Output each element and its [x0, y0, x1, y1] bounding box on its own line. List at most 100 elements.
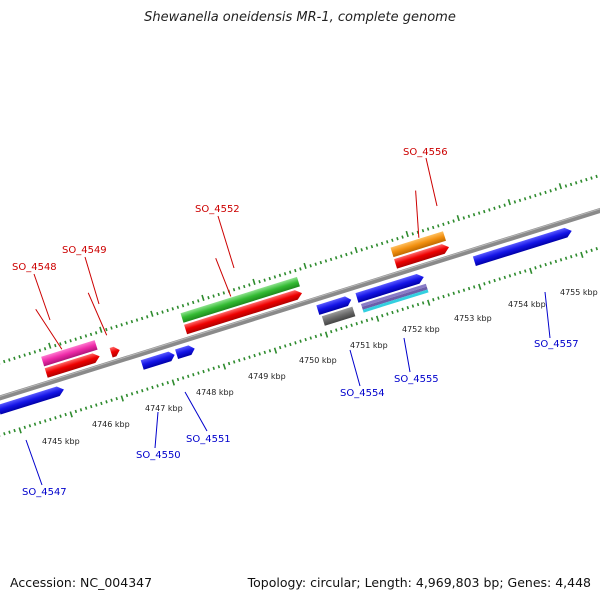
- gene-label-SO_4551[interactable]: SO_4551: [186, 434, 231, 445]
- feature-SO_4554-a[interactable]: [316, 295, 352, 315]
- minor-tick: [89, 332, 93, 337]
- minor-tick: [386, 312, 389, 316]
- minor-tick: [263, 350, 267, 355]
- feature-SO_4554-b[interactable]: [321, 306, 356, 326]
- minor-tick: [105, 327, 108, 332]
- minor-tick: [28, 424, 32, 428]
- top-strand-ruler: [0, 174, 598, 365]
- minor-tick: [253, 353, 256, 358]
- minor-tick: [49, 417, 52, 422]
- major-tick: [120, 395, 124, 402]
- minor-tick: [197, 371, 200, 375]
- feature-SO_4548-outer[interactable]: [41, 340, 98, 367]
- minor-tick: [340, 326, 343, 331]
- minor-tick: [406, 306, 410, 310]
- minor-tick: [191, 300, 195, 305]
- minor-tick: [503, 203, 506, 207]
- feature-SO_4552-inner[interactable]: [184, 288, 303, 335]
- major-tick: [375, 315, 380, 322]
- minor-tick: [483, 282, 486, 286]
- minor-tick: [324, 259, 328, 263]
- minor-tick: [401, 235, 404, 239]
- minor-tick: [171, 307, 174, 311]
- scale-label: 4745 kbp: [42, 437, 80, 446]
- minor-tick: [258, 280, 261, 284]
- gene-label-SO_4550[interactable]: SO_4550: [136, 450, 181, 461]
- minor-tick: [217, 292, 220, 297]
- minor-tick: [74, 337, 77, 341]
- minor-tick: [523, 197, 527, 201]
- minor-tick: [391, 238, 394, 242]
- feature-SO_4550[interactable]: [140, 350, 176, 370]
- minor-tick: [54, 416, 57, 420]
- minor-tick: [59, 342, 62, 346]
- gene-label-SO_4554[interactable]: SO_4554: [340, 388, 385, 399]
- major-tick: [222, 363, 227, 370]
- minor-tick: [416, 302, 420, 307]
- gene-label-SO_4552[interactable]: SO_4552: [195, 204, 240, 215]
- minor-tick: [258, 352, 261, 356]
- minor-tick: [340, 254, 343, 258]
- minor-tick: [437, 296, 440, 300]
- feature-SO_4555-a[interactable]: [355, 272, 425, 303]
- minor-tick: [18, 355, 21, 359]
- feature-SO_4548-inner[interactable]: [44, 352, 101, 378]
- minor-tick: [421, 301, 425, 305]
- minor-tick: [284, 344, 287, 348]
- gene-label-SO_4557[interactable]: SO_4557: [534, 339, 579, 350]
- minor-tick: [365, 246, 369, 250]
- minor-tick: [3, 359, 6, 364]
- feature-SO_4549[interactable]: [109, 345, 122, 358]
- minor-tick: [84, 406, 88, 410]
- minor-tick: [105, 400, 108, 404]
- minor-tick: [94, 331, 98, 335]
- minor-tick: [232, 360, 236, 364]
- feature-SO_4547[interactable]: [0, 385, 65, 415]
- top-label-lines: [33, 157, 438, 321]
- minor-tick: [3, 432, 6, 436]
- feature-SO_4555-b[interactable]: [360, 283, 427, 307]
- scale-label: 4753 kbp: [454, 314, 492, 323]
- feature-SO_4557[interactable]: [472, 226, 573, 267]
- minor-tick: [115, 396, 118, 401]
- minor-tick: [335, 328, 338, 332]
- minor-tick: [294, 341, 297, 345]
- feature-SO_4556-outer[interactable]: [390, 231, 446, 258]
- minor-tick: [304, 337, 307, 342]
- minor-tick: [381, 314, 384, 318]
- bottom-label-lines: [25, 291, 551, 486]
- minor-tick: [370, 244, 374, 249]
- minor-tick: [585, 250, 588, 254]
- top-strand-features: [41, 231, 450, 378]
- feature-SO_4556-inner[interactable]: [394, 242, 450, 269]
- feature-SO_4551[interactable]: [175, 344, 196, 360]
- gene-label-SO_4549[interactable]: SO_4549: [62, 245, 107, 256]
- minor-tick: [437, 224, 440, 228]
- minor-tick: [570, 254, 573, 259]
- gene-label-SO_4555[interactable]: SO_4555: [394, 374, 439, 385]
- minor-tick: [151, 385, 154, 390]
- feature-SO_4552-outer[interactable]: [180, 276, 300, 323]
- minor-tick: [268, 349, 272, 353]
- minor-tick: [319, 260, 323, 265]
- major-tick: [427, 299, 431, 306]
- minor-tick: [161, 310, 164, 314]
- minor-tick: [524, 269, 527, 273]
- minor-tick: [380, 241, 384, 246]
- minor-tick: [8, 358, 11, 362]
- minor-tick: [432, 298, 435, 302]
- minor-tick: [559, 258, 563, 262]
- minor-tick: [212, 294, 215, 298]
- minor-tick: [544, 262, 547, 267]
- minor-tick: [590, 176, 593, 180]
- gene-label-SO_4548[interactable]: SO_4548: [12, 262, 57, 273]
- gene-label-SO_4547[interactable]: SO_4547: [22, 487, 67, 498]
- minor-tick: [569, 182, 573, 187]
- minor-tick: [23, 353, 26, 357]
- minor-tick: [166, 308, 169, 313]
- bottom-gene-labels: SO_4547 SO_4550 SO_4551 SO_4554 SO_4555 …: [22, 339, 579, 498]
- minor-tick: [483, 209, 486, 214]
- minor-tick: [268, 276, 271, 281]
- scale-label: 4754 kbp: [508, 300, 546, 309]
- gene-label-SO_4556[interactable]: SO_4556: [403, 147, 448, 158]
